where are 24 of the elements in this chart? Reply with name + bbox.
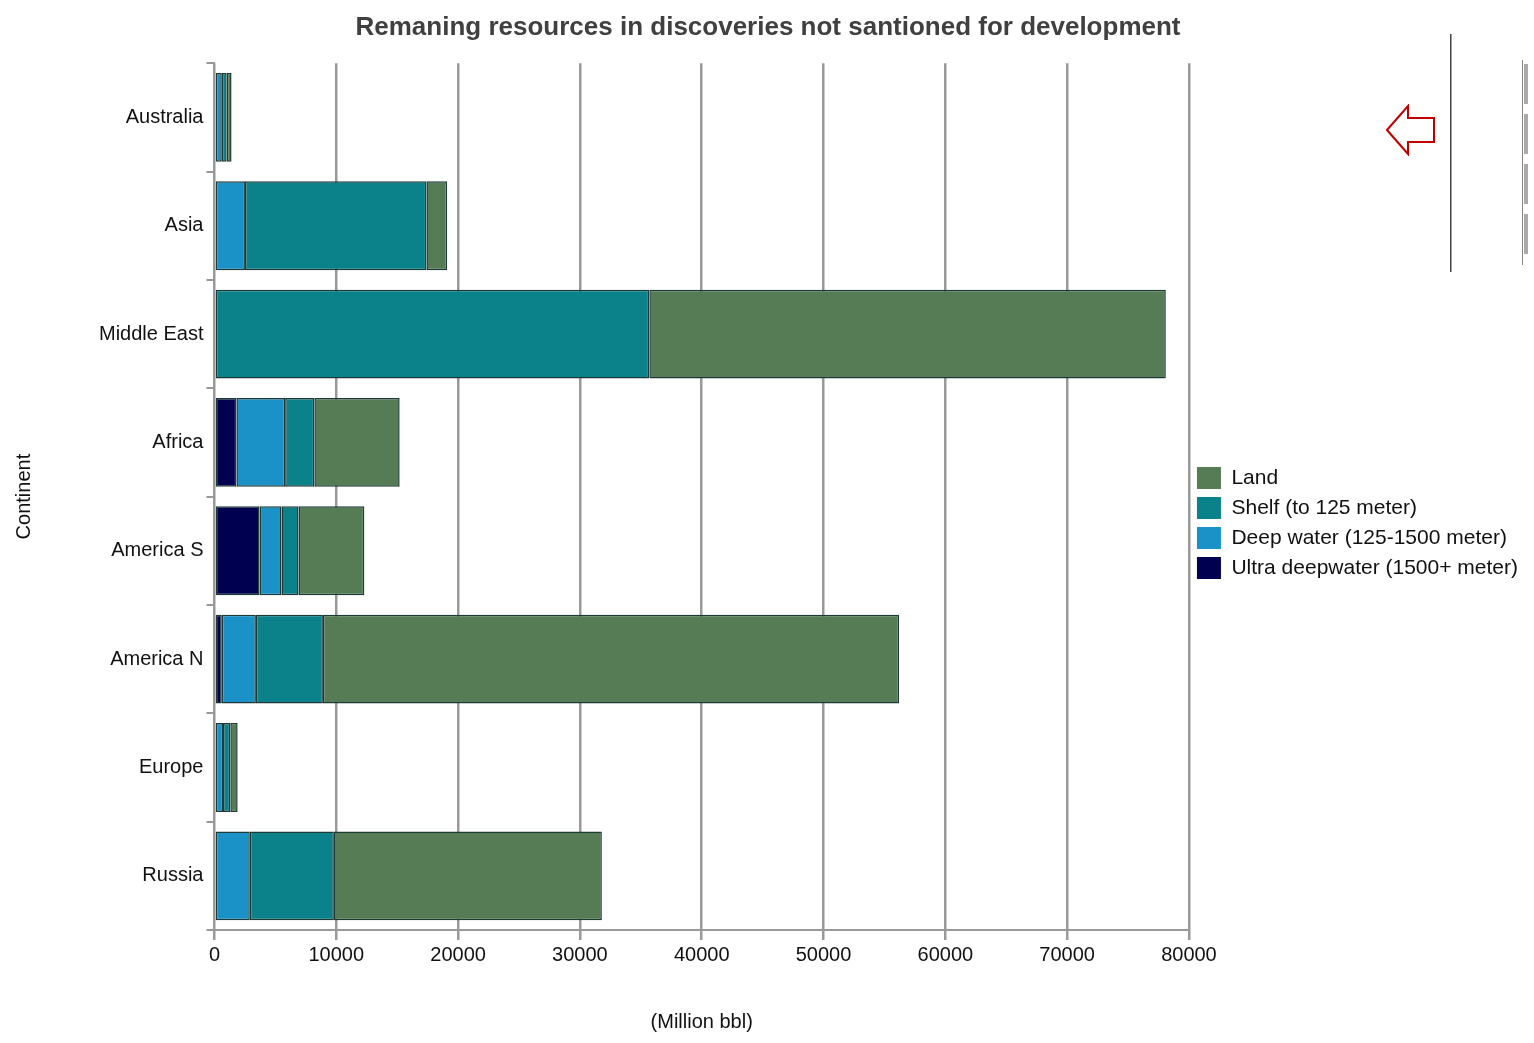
- y-tick-label: Africa: [152, 429, 205, 452]
- chart-title: Remaning resources in discoveries not santioned for development: [355, 10, 1181, 41]
- y-tick-label: Australia: [125, 104, 205, 127]
- x-tick-label: 30000: [552, 942, 608, 965]
- x-tick-label: 50000: [795, 942, 852, 965]
- legend-label: Shelf (to 125 meter): [1231, 494, 1418, 518]
- x-tick-label: 80000: [1161, 942, 1217, 965]
- y-axis-title: Continent: [11, 453, 34, 540]
- legend-label: Deep water (125-1500 meter): [1231, 524, 1507, 548]
- y-tick-label: Middle East: [98, 321, 204, 344]
- x-axis-title: (Million bbl): [650, 1009, 753, 1032]
- x-tick-label: 60000: [917, 942, 974, 965]
- x-tick-label: 20000: [430, 942, 486, 965]
- x-tick-label: 70000: [1039, 942, 1095, 965]
- x-tick-label: 0: [208, 942, 221, 965]
- x-tick-label: 10000: [308, 942, 365, 965]
- y-tick-label: America N: [110, 646, 204, 669]
- y-tick-label: America S: [111, 538, 204, 561]
- y-tick-label: Europe: [138, 754, 204, 777]
- y-tick-label: Russia: [142, 863, 205, 886]
- legend-label: Ultra deepwater (1500+ meter): [1231, 554, 1519, 578]
- y-tick-label: Asia: [164, 213, 205, 236]
- x-tick-label: 40000: [673, 942, 730, 965]
- legend-label: Land: [1231, 464, 1279, 488]
